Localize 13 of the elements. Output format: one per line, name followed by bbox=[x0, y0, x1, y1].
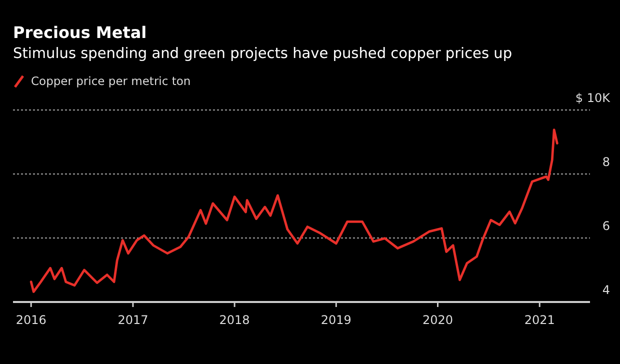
chart-title: Precious Metal bbox=[13, 23, 147, 42]
x-tick-label: 2018 bbox=[219, 313, 250, 327]
x-tick-label: 2019 bbox=[320, 313, 352, 327]
legend-label: Copper price per metric ton bbox=[31, 74, 191, 88]
x-tick-label: 2017 bbox=[118, 313, 148, 327]
x-tick-label: 2016 bbox=[16, 313, 46, 327]
y-tick-label: 4 bbox=[602, 283, 610, 297]
y-tick-label: 6 bbox=[602, 219, 610, 233]
chart-subtitle: Stimulus spending and green projects have pushed copper prices up bbox=[13, 46, 512, 62]
y-tick-label: 8 bbox=[602, 155, 610, 169]
x-tick-label: 2020 bbox=[422, 313, 454, 327]
y-tick-label: $ 10K bbox=[575, 91, 612, 105]
x-tick-label: 2021 bbox=[524, 313, 555, 327]
